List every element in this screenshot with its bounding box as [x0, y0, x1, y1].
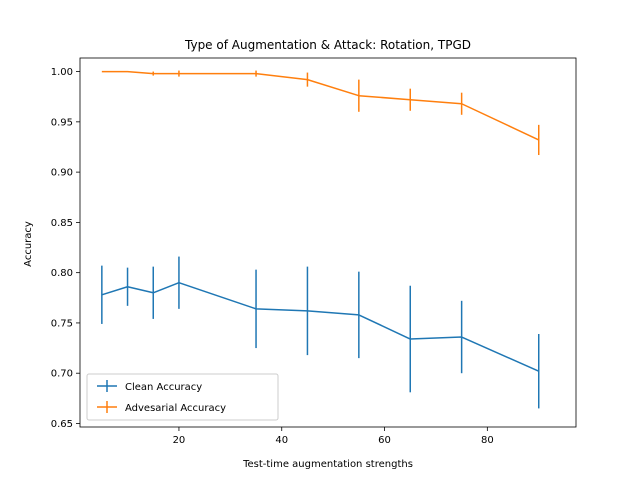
y-tick-label: 0.65	[51, 419, 73, 430]
x-tick-label: 60	[378, 435, 391, 446]
y-tick-label: 0.80	[51, 268, 73, 279]
legend-label: Advesarial Accuracy	[125, 403, 226, 414]
chart-title: Type of Augmentation & Attack: Rotation,…	[184, 38, 471, 52]
series-adversarial-accuracy	[101, 70, 540, 156]
y-tick-label: 1.00	[51, 67, 73, 78]
y-tick-label: 0.95	[51, 117, 73, 128]
series-line	[101, 281, 540, 372]
y-tick-label: 0.70	[51, 369, 73, 380]
y-axis-label: Accuracy	[23, 221, 34, 267]
legend-label: Clean Accuracy	[125, 382, 202, 393]
series-line	[101, 70, 540, 141]
legend-item: Advesarial Accuracy	[97, 401, 226, 414]
legend-item: Clean Accuracy	[97, 380, 202, 393]
series-layer	[101, 70, 540, 409]
y-tick-label: 0.85	[51, 218, 73, 229]
series-clean-accuracy	[101, 256, 540, 409]
y-tick-label: 0.75	[51, 318, 73, 329]
axis-layer: 20 40 60 80 0.65 0.70 0.75 0.80 0.85 0.90 0.95 1.00	[51, 67, 494, 446]
x-axis-label: Test-time augmentation strengths	[242, 459, 413, 470]
x-tick-label: 80	[481, 435, 494, 446]
legend: Clean Accuracy Advesarial Accuracy	[86, 373, 279, 421]
x-tick-label: 40	[275, 435, 288, 446]
plot-frame	[79, 57, 577, 428]
x-tick-label: 20	[173, 435, 186, 446]
legend-box	[86, 373, 279, 421]
y-tick-label: 0.90	[51, 168, 73, 179]
